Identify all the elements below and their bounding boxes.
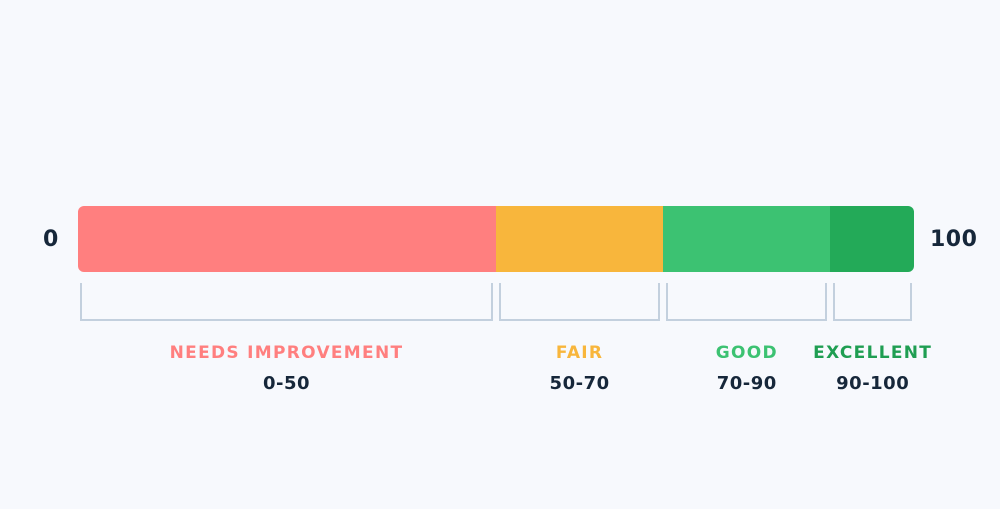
band-name-excellent: EXCELLENT	[813, 343, 933, 363]
band-name-good: GOOD	[715, 343, 778, 363]
bracket-fair	[499, 283, 661, 321]
band-range-good: 70-90	[716, 373, 777, 394]
band-range-excellent: 90-100	[836, 373, 910, 394]
segment-fair	[496, 206, 664, 272]
bracket-good	[666, 283, 828, 321]
band-name-fair: FAIR	[555, 343, 604, 363]
band-range-fair: 50-70	[549, 373, 610, 394]
segment-needs-improvement	[78, 206, 496, 272]
scale-min-label: 0	[43, 227, 59, 252]
scale-max-label: 100	[930, 227, 978, 252]
band-name-needs-improvement: NEEDS IMPROVEMENT	[169, 343, 404, 363]
score-bar	[78, 206, 914, 272]
band-range-needs-improvement: 0-50	[262, 373, 311, 394]
bracket-excellent	[833, 283, 912, 321]
segment-good	[663, 206, 831, 272]
segment-excellent	[830, 206, 914, 272]
bracket-needs-improvement	[80, 283, 493, 321]
